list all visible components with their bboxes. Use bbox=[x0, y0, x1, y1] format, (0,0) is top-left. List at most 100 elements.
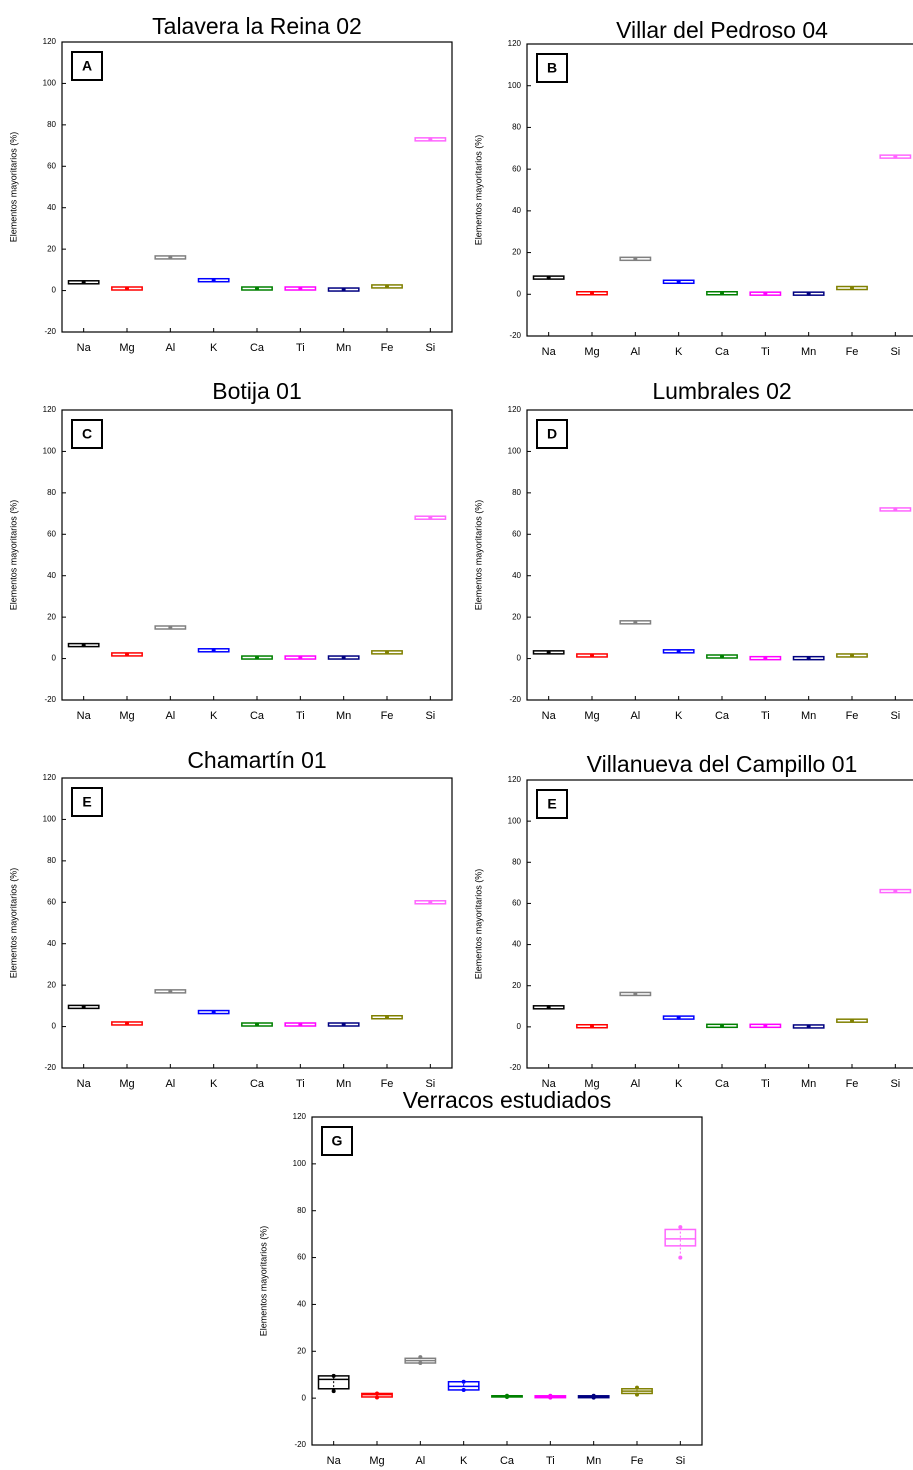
x-tick-label: K bbox=[210, 710, 218, 722]
median-point bbox=[720, 1023, 724, 1028]
chart-title: Villanueva del Campillo 01 bbox=[587, 751, 858, 777]
x-tick-label: K bbox=[675, 346, 683, 358]
x-tick-label: Mg bbox=[584, 1078, 599, 1090]
y-tick-label: -20 bbox=[44, 327, 56, 336]
median-point bbox=[81, 643, 86, 648]
max-point bbox=[548, 1393, 553, 1398]
y-tick-label: 0 bbox=[52, 286, 57, 295]
median-point bbox=[211, 1010, 216, 1015]
y-tick-label: 80 bbox=[47, 856, 56, 865]
median-point bbox=[341, 1022, 346, 1027]
y-tick-label: 120 bbox=[43, 773, 57, 782]
max-point bbox=[331, 1373, 336, 1378]
panel-label-box bbox=[536, 53, 568, 83]
max-point bbox=[375, 1391, 379, 1396]
y-tick-label: 100 bbox=[43, 79, 57, 88]
median-point bbox=[385, 284, 389, 289]
median-point bbox=[676, 649, 681, 654]
x-tick-label: Al bbox=[630, 346, 640, 358]
box bbox=[664, 1228, 697, 1247]
x-tick-label: Ti bbox=[296, 1078, 305, 1090]
y-tick-label: 0 bbox=[517, 1022, 522, 1031]
y-axis-label: Elementos mayoritarios (%) bbox=[473, 869, 483, 980]
y-tick-label: 60 bbox=[47, 529, 56, 538]
x-tick-label: K bbox=[675, 710, 683, 722]
x-tick-label: Mn bbox=[336, 342, 351, 354]
panel-label: G bbox=[332, 1133, 343, 1149]
median-point bbox=[850, 653, 854, 658]
x-tick-label: Na bbox=[77, 710, 92, 722]
y-axis-label: Elementos mayoritarios (%) bbox=[473, 135, 483, 246]
x-tick-label: K bbox=[460, 1455, 468, 1467]
y-tick-label: 120 bbox=[43, 37, 57, 46]
median-point bbox=[385, 1015, 389, 1020]
max-point bbox=[635, 1385, 639, 1390]
y-tick-label: 0 bbox=[302, 1393, 307, 1402]
median-point bbox=[255, 1022, 259, 1027]
y-axis-label: Elementos mayoritarios (%) bbox=[258, 1226, 268, 1337]
x-tick-label: Fe bbox=[381, 342, 394, 354]
median-point bbox=[893, 154, 898, 159]
y-tick-label: 120 bbox=[293, 1112, 307, 1121]
median-point bbox=[168, 255, 173, 260]
median-point bbox=[590, 653, 594, 658]
y-tick-label: 100 bbox=[508, 447, 522, 456]
median-point bbox=[850, 1018, 854, 1023]
median-point bbox=[633, 256, 638, 261]
y-tick-label: 20 bbox=[47, 612, 56, 621]
x-tick-label: Ca bbox=[500, 1455, 515, 1467]
x-tick-label: Ca bbox=[715, 346, 730, 358]
min-point bbox=[461, 1387, 466, 1392]
y-tick-label: 120 bbox=[508, 775, 522, 784]
median-point bbox=[546, 1005, 551, 1010]
median-point bbox=[590, 1024, 594, 1029]
median-point bbox=[546, 650, 551, 655]
x-tick-label: Fe bbox=[381, 1078, 394, 1090]
median-point bbox=[676, 1015, 681, 1020]
chart-title: Verracos estudiados bbox=[403, 1087, 611, 1113]
x-tick-label: Al bbox=[415, 1455, 425, 1467]
median-point bbox=[633, 991, 638, 996]
max-point bbox=[418, 1355, 423, 1360]
y-tick-label: 40 bbox=[512, 940, 521, 949]
y-tick-label: 60 bbox=[512, 164, 521, 173]
y-tick-label: 40 bbox=[297, 1300, 306, 1309]
y-tick-label: 80 bbox=[297, 1206, 306, 1215]
y-tick-label: 80 bbox=[512, 488, 521, 497]
panel-label-box bbox=[71, 419, 103, 449]
median-point bbox=[893, 889, 898, 894]
y-tick-label: 120 bbox=[43, 405, 57, 414]
y-tick-label: 80 bbox=[512, 123, 521, 132]
y-tick-label: 0 bbox=[52, 1022, 57, 1031]
x-tick-label: Si bbox=[425, 342, 435, 354]
y-tick-label: 100 bbox=[508, 81, 522, 90]
x-tick-label: Ca bbox=[250, 710, 265, 722]
min-point bbox=[678, 1255, 683, 1260]
chart-title: Lumbrales 02 bbox=[652, 378, 791, 404]
median-point bbox=[806, 291, 811, 296]
min-point bbox=[635, 1392, 639, 1397]
median-point bbox=[763, 656, 768, 661]
y-tick-label: 100 bbox=[508, 816, 522, 825]
median-point bbox=[211, 278, 216, 283]
x-tick-label: Al bbox=[165, 1078, 175, 1090]
y-tick-label: -20 bbox=[509, 331, 521, 340]
median-point bbox=[428, 137, 433, 142]
y-tick-label: 40 bbox=[47, 571, 56, 580]
y-tick-label: 80 bbox=[512, 857, 521, 866]
x-tick-label: Mg bbox=[119, 342, 134, 354]
x-tick-label: Mg bbox=[369, 1455, 384, 1467]
panel-label-box bbox=[71, 787, 103, 817]
x-tick-label: Ca bbox=[250, 342, 265, 354]
median-point bbox=[125, 286, 129, 291]
y-tick-label: 40 bbox=[47, 203, 56, 212]
median-point bbox=[125, 652, 129, 657]
x-tick-label: Mn bbox=[801, 346, 816, 358]
x-tick-label: Fe bbox=[846, 710, 859, 722]
median-point bbox=[81, 1004, 86, 1009]
median-point bbox=[341, 655, 346, 660]
x-tick-label: Si bbox=[890, 346, 900, 358]
median-point bbox=[428, 515, 433, 520]
y-tick-label: 100 bbox=[293, 1159, 307, 1168]
